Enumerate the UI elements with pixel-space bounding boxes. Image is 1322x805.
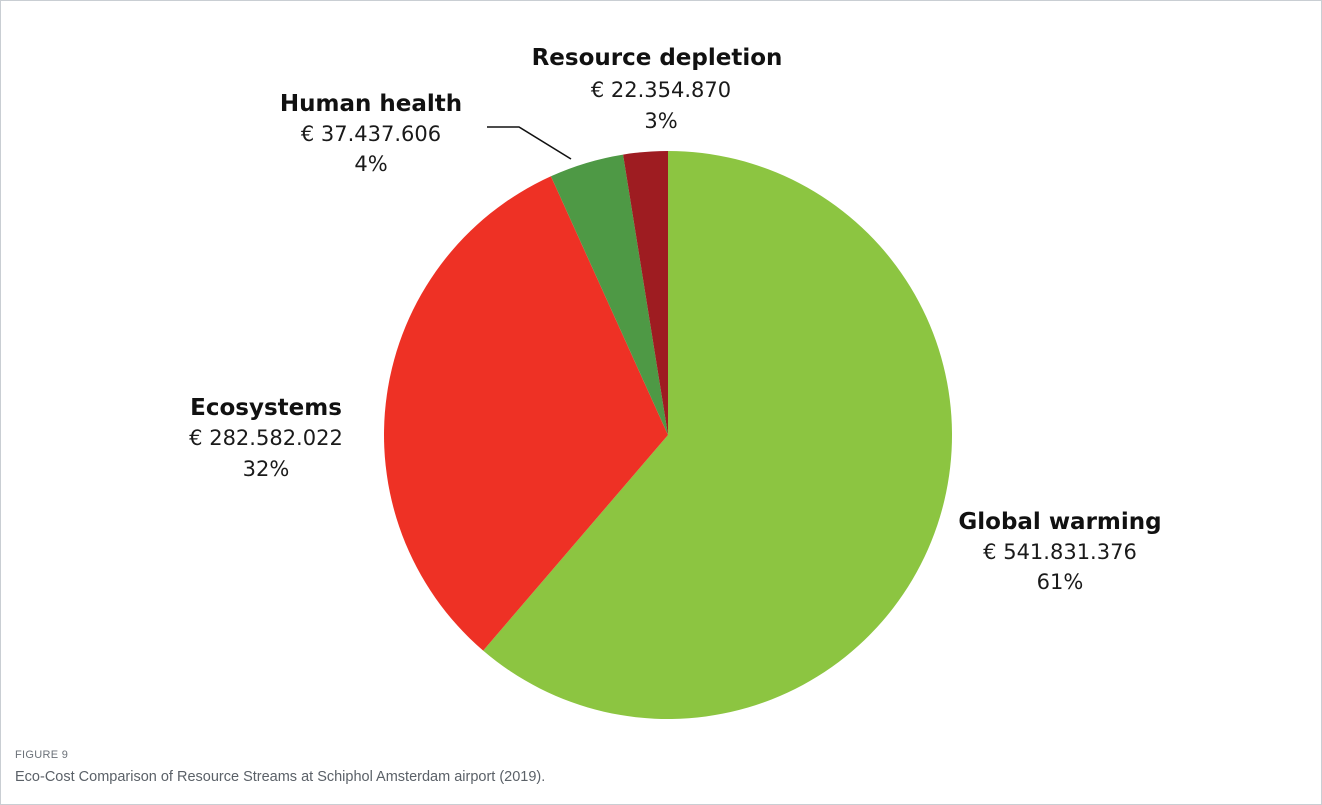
- slice-label-human-health: Human health € 37.437.606 4%: [280, 91, 462, 176]
- slice-label-ecosystems: Ecosystems € 282.582.022 32%: [189, 395, 343, 481]
- figure-caption: Eco-Cost Comparison of Resource Streams …: [15, 769, 546, 785]
- slice-label-name: Human health: [280, 91, 462, 117]
- human-health-leader-line: [487, 126, 572, 160]
- slice-label-value: € 282.582.022: [189, 426, 343, 450]
- pie-slice-global-warming: [483, 151, 953, 719]
- slice-label-percent: 3%: [644, 109, 677, 133]
- slice-label-name: Resource depletion: [532, 45, 783, 71]
- pie-slice-human-health: [550, 154, 668, 435]
- pie-chart: Global warming € 541.831.376 61% Ecosyst…: [189, 45, 1162, 719]
- slice-label-resource-depletion: Resource depletion € 22.354.870 3%: [532, 45, 783, 133]
- slice-label-value: € 541.831.376: [983, 540, 1137, 564]
- pie-slice-ecosystems: [384, 176, 668, 651]
- slice-label-name: Ecosystems: [190, 395, 342, 421]
- pie-slices: [384, 151, 953, 719]
- slice-label-percent: 32%: [243, 457, 290, 481]
- slice-label-percent: 61%: [1037, 570, 1084, 594]
- slice-label-name: Global warming: [958, 509, 1161, 535]
- pie-slice-resource-depletion: [623, 151, 668, 435]
- slice-label-percent: 4%: [354, 152, 387, 176]
- slice-label-value: € 22.354.870: [591, 78, 731, 102]
- slice-label-value: € 37.437.606: [301, 122, 441, 146]
- figure-number: FIGURE 9: [15, 749, 69, 761]
- slice-label-global-warming: Global warming € 541.831.376 61%: [958, 509, 1161, 594]
